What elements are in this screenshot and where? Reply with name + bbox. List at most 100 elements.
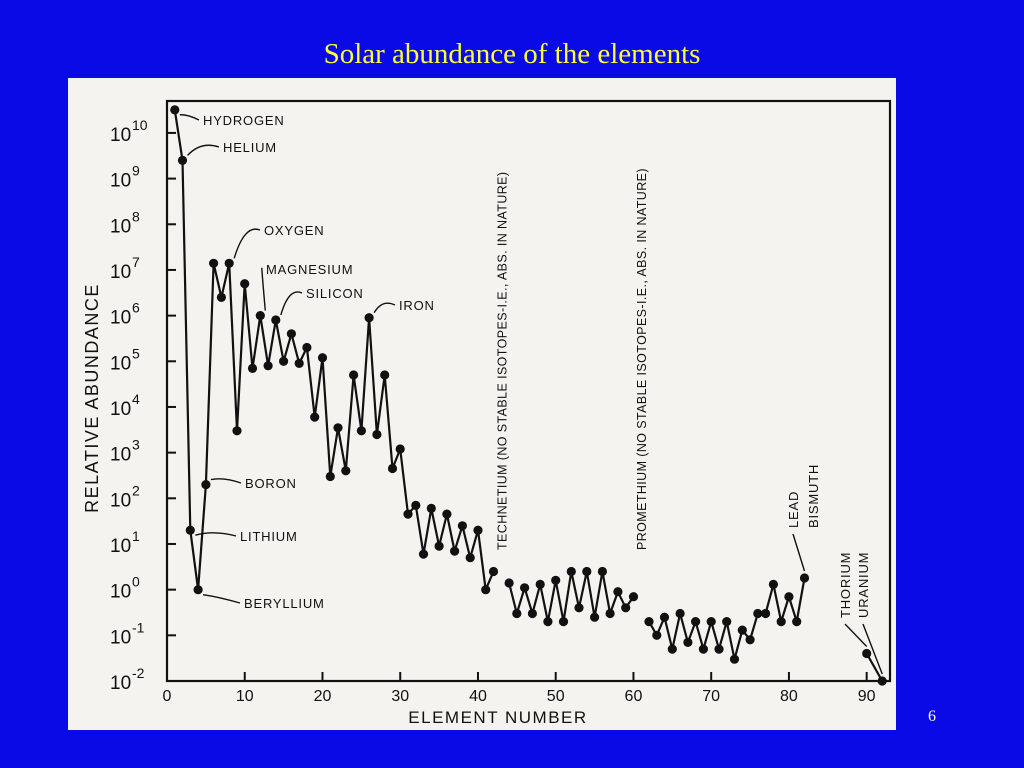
data-point-z25 — [356, 426, 366, 436]
y-tick-label: 10 8 — [110, 208, 140, 237]
y-tick-exponent: 8 — [132, 208, 140, 224]
y-tick-exponent: 3 — [132, 437, 140, 453]
y-tick-base: 10 — [110, 308, 131, 329]
y-tick-label: 10 6 — [110, 300, 140, 329]
data-point-z90 — [862, 648, 872, 659]
data-point-z44 — [504, 578, 514, 588]
element-annotation-hydrogen: HYDROGEN — [179, 113, 285, 128]
y-tick-exponent: 7 — [132, 254, 140, 270]
x-tick-label: 90 — [858, 688, 876, 705]
element-annotation-bismuth: BISMUTH — [806, 464, 821, 528]
y-tick-exponent: 5 — [132, 345, 140, 361]
data-point-z68 — [691, 617, 701, 627]
data-point-z69 — [698, 644, 709, 654]
gap-annotation-label: TECHNETIUM (NO STABLE ISOTOPES-I.E., ABS… — [495, 172, 509, 550]
y-tick-label: 10 5 — [110, 345, 140, 374]
data-point-z19 — [310, 412, 320, 422]
element-label: IRON — [399, 298, 435, 313]
annotation-arrow — [373, 302, 396, 314]
data-point-z21 — [325, 471, 335, 482]
data-point-z67 — [683, 637, 693, 648]
y-tick-base: 10 — [110, 353, 131, 374]
y-tick-base: 10 — [110, 582, 131, 603]
y-tick-base: 10 — [110, 125, 131, 146]
data-point-z75 — [745, 635, 755, 645]
y-tick-label: 10 4 — [110, 391, 140, 420]
data-point-z23 — [341, 466, 351, 476]
x-tick-label: 20 — [314, 688, 332, 705]
data-point-z60 — [628, 592, 639, 602]
y-tick-base: 10 — [110, 536, 131, 557]
data-point-z46 — [520, 583, 530, 593]
data-point-z92 — [877, 676, 887, 686]
y-tick-exponent: -1 — [132, 619, 145, 635]
element-annotation-helium: HELIUM — [187, 140, 276, 156]
data-point-z54 — [582, 566, 592, 577]
x-tick-label: 0 — [163, 688, 172, 705]
element-label: LEAD — [786, 491, 801, 528]
y-tick-base: 10 — [110, 216, 131, 237]
data-point-z72 — [722, 617, 732, 627]
data-point-z34 — [426, 503, 436, 513]
data-point-z59 — [621, 603, 631, 613]
y-tick-label: 10 1 — [110, 528, 140, 557]
data-point-z52 — [566, 566, 576, 577]
data-point-z1 — [170, 105, 180, 115]
data-point-z8 — [224, 258, 234, 268]
data-point-z57 — [605, 608, 615, 619]
data-point-z51 — [558, 617, 569, 627]
y-axis-label: RELATIVE ABUNDANCE — [82, 283, 102, 513]
element-annotation-magnesium: MAGNESIUM — [261, 262, 353, 311]
y-tick-exponent: 10 — [132, 117, 148, 133]
data-point-z45 — [512, 608, 522, 619]
y-tick-base: 10 — [110, 490, 131, 511]
data-point-z82 — [799, 573, 810, 583]
element-annotation-boron: BORON — [210, 476, 297, 491]
data-point-z7 — [216, 292, 226, 302]
data-point-z20 — [317, 353, 328, 363]
annotation-arrow — [210, 478, 242, 484]
series-line-segment-4 — [865, 652, 884, 682]
chart-figure: 0 10 20 30 40 50 60 70 80 90 10 10 10 9 10 8 10 7 10 6 10 5 10… — [68, 78, 896, 730]
data-point-z14 — [271, 315, 281, 325]
data-point-z9 — [232, 426, 242, 436]
y-tick-exponent: 4 — [132, 391, 140, 407]
element-label: HYDROGEN — [203, 113, 285, 128]
element-label: MAGNESIUM — [266, 262, 353, 277]
element-label: SILICON — [306, 286, 364, 301]
y-tick-label: 10 -2 — [110, 665, 145, 694]
data-point-z63 — [652, 630, 662, 640]
data-point-z70 — [706, 617, 716, 627]
element-label: OXYGEN — [264, 223, 324, 238]
x-tick-label: 70 — [702, 688, 720, 705]
element-label: LITHIUM — [240, 529, 298, 544]
y-tick-label: 107 — [110, 254, 140, 283]
series-layer — [170, 105, 887, 686]
y-tick-label: 10 -1 — [110, 619, 145, 648]
series-line-segment-1 — [173, 109, 495, 591]
y-tick-exponent: 0 — [132, 574, 140, 590]
element-annotation-uranium: URANIUM — [856, 552, 883, 675]
data-point-z42 — [488, 566, 499, 577]
element-annotation-oxygen: OXYGEN — [233, 223, 324, 259]
slide-title: Solar abundance of the elements — [323, 38, 701, 70]
y-tick-label: 10 9 — [110, 163, 140, 192]
element-label: BORON — [245, 476, 297, 491]
element-annotation-lead: LEAD — [786, 491, 806, 572]
data-point-z2 — [177, 155, 188, 165]
element-annotation-iron: IRON — [373, 298, 435, 314]
annotation-arrow — [195, 532, 237, 537]
data-point-z76 — [753, 608, 763, 619]
data-point-z33 — [418, 549, 429, 559]
element-label: THORIUM — [838, 552, 853, 618]
x-tick-label: 50 — [547, 688, 565, 705]
x-tick-label: 60 — [625, 688, 643, 705]
data-point-z37 — [450, 546, 460, 556]
x-tick-label: 10 — [236, 688, 254, 705]
data-point-z48 — [535, 579, 545, 589]
data-point-z58 — [613, 587, 623, 597]
element-annotation-lithium: LITHIUM — [195, 529, 297, 544]
page-number: 6 — [928, 708, 936, 725]
annotation-arrow — [792, 533, 806, 572]
element-annotation-silicon: SILICON — [280, 286, 364, 316]
